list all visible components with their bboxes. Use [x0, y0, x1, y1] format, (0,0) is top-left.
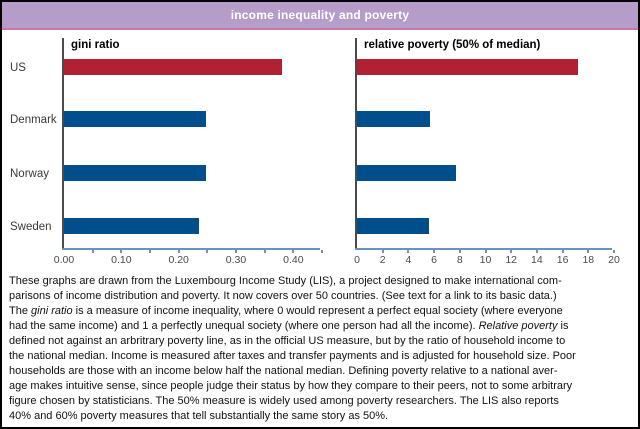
caption-line: figure chosen by statisticians. The 50% … — [9, 395, 559, 407]
axis-tick-label: 14 — [531, 254, 543, 266]
bar-sweden — [357, 218, 429, 234]
axis-tick — [407, 250, 409, 253]
category-label-sweden: Sweden — [10, 221, 52, 233]
x-axis-line — [355, 248, 612, 250]
axis-tick-label: 0.00 — [53, 254, 75, 266]
axis-tick — [92, 250, 94, 253]
axis-tick — [235, 250, 237, 253]
figure-header-bar: income inequality and poverty — [2, 2, 638, 30]
bar-denmark — [357, 111, 430, 127]
axis-tick-label: 0 — [354, 254, 360, 266]
axis-tick-label: 18 — [582, 254, 595, 266]
axis-tick — [613, 250, 615, 253]
axis-tick — [178, 250, 180, 253]
caption-line: parisons of income distribution and pove… — [9, 290, 557, 302]
axis-tick-label: 10 — [479, 254, 492, 266]
caption-line: The gini ratio is a measure of income in… — [9, 305, 563, 317]
caption-line: had the same income) and 1 a perfectly u… — [9, 320, 569, 332]
bar-us — [64, 59, 282, 75]
x-axis-line — [62, 248, 320, 250]
axis-tick — [587, 250, 589, 253]
poverty-chart-title: relative poverty (50% of median) — [364, 39, 541, 51]
axis-tick-label: 0.10 — [111, 254, 132, 266]
bar-sweden — [64, 218, 199, 234]
axis-tick — [510, 250, 512, 253]
category-label-norway: Norway — [10, 168, 49, 180]
axis-tick-label: 2 — [379, 254, 386, 266]
gini-chart-title: gini ratio — [71, 39, 120, 51]
axis-tick-label: 4 — [405, 254, 412, 266]
axis-tick-label: 12 — [505, 254, 518, 266]
axis-tick — [321, 250, 323, 253]
axis-tick — [536, 250, 538, 253]
caption-line: 40% and 60% poverty measures that tell s… — [9, 410, 389, 422]
gini-ratio-chart: gini ratio 0.00 0.10 0.20 0.30 0.40 — [54, 38, 323, 266]
bar-norway — [64, 165, 206, 181]
axis-tick — [485, 250, 487, 253]
axis-tick — [206, 250, 208, 253]
caption: These graphs are drawn from the Luxembou… — [9, 274, 638, 424]
axis-tick — [292, 250, 294, 253]
axis-tick — [562, 250, 564, 253]
caption-line: households are those with an income belo… — [9, 365, 558, 377]
figure-title: income inequality and poverty — [230, 8, 410, 22]
category-label-us: US — [10, 62, 26, 74]
axis-tick — [120, 250, 122, 253]
relative-poverty-chart: relative poverty (50% of median) 0 2 4 6 8 10… — [354, 38, 620, 266]
axis-tick — [459, 250, 461, 253]
axis-tick-label: 20 — [608, 254, 620, 266]
category-label-denmark: Denmark — [10, 114, 57, 126]
bar-us — [357, 59, 578, 75]
caption-line: the national median. Income is measured … — [9, 350, 576, 362]
bar-norway — [357, 165, 456, 181]
bar-denmark — [64, 111, 206, 127]
axis-tick — [149, 250, 151, 253]
axis-tick-label: 0.40 — [283, 254, 304, 266]
axis-tick-label: 0.20 — [168, 254, 189, 266]
axis-tick — [264, 250, 266, 253]
axis-tick-label: 0.30 — [225, 254, 247, 266]
caption-line: age makes intuitive sense, since people … — [9, 380, 573, 392]
axis-tick — [382, 250, 384, 253]
axis-tick-label: 8 — [456, 254, 463, 266]
caption-line: defined not against an arbritrary povert… — [9, 335, 566, 347]
axis-tick — [433, 250, 435, 253]
axis-tick-label: 6 — [431, 254, 438, 266]
axis-tick-label: 16 — [556, 254, 569, 266]
caption-line: These graphs are drawn from the Luxembou… — [9, 275, 562, 287]
